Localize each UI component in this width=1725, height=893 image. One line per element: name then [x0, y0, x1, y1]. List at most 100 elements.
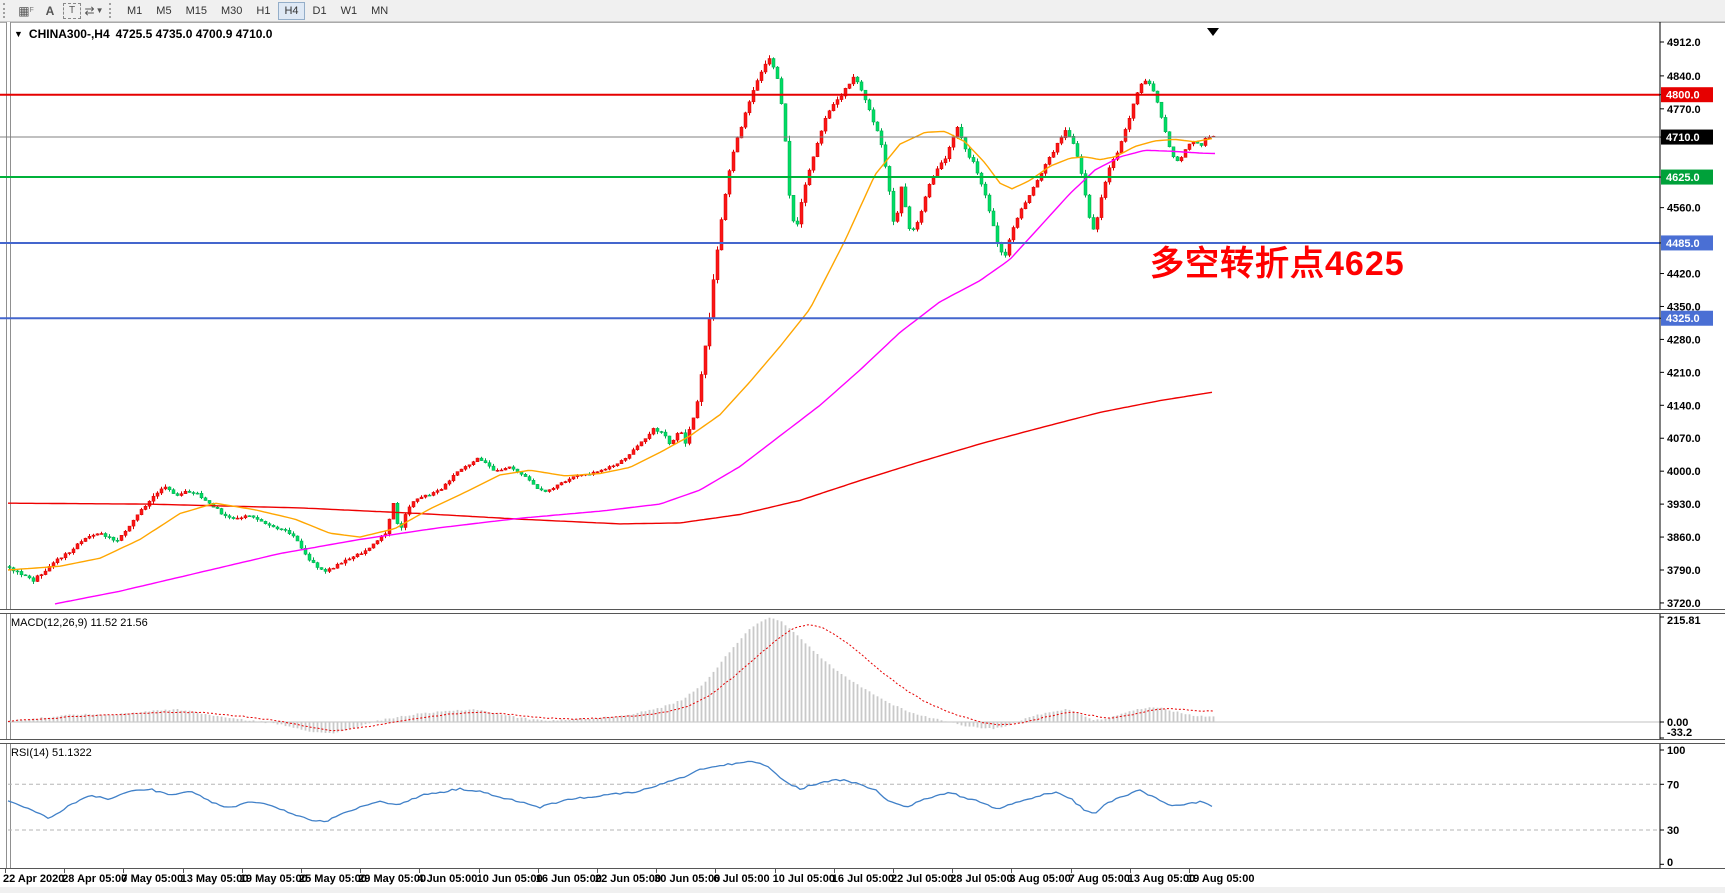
- grid-properties-icon[interactable]: ▦ F: [18, 3, 34, 18]
- chart-shift-marker-icon[interactable]: [1207, 28, 1219, 36]
- main-price-pane[interactable]: 4912.0 4840.0 4800.0 4770.0 4710.0 4625.0 4560…: [0, 22, 1725, 610]
- time-label: 13 Aug 05:00: [1127, 873, 1196, 885]
- price-label: 4420.0: [1667, 269, 1701, 281]
- annotation-text: 多空转折点4625: [1150, 245, 1405, 283]
- text-label-icon[interactable]: T: [63, 2, 81, 19]
- time-label: 16 Jul 05:00: [831, 873, 895, 885]
- timeframe-w1-button[interactable]: W1: [340, 4, 358, 17]
- timeframe-m15-button[interactable]: M15: [185, 4, 207, 17]
- horizontal-levels: [0, 93, 1660, 320]
- dropdown-caret-icon[interactable]: ▼: [95, 6, 104, 15]
- time-label: 28 Apr 05:00: [62, 873, 128, 885]
- pane-splitter-2[interactable]: [0, 739, 1725, 744]
- price-label: 4625.0: [1666, 172, 1700, 184]
- time-tick: [656, 869, 658, 873]
- time-label: 25 May 05:00: [299, 873, 367, 885]
- time-tick: [64, 869, 66, 873]
- time-tick: [301, 869, 302, 873]
- time-label: 22 Apr 2020: [3, 873, 65, 885]
- time-tick: [833, 869, 835, 873]
- pane-splitter[interactable]: [0, 609, 1725, 614]
- time-label: 6 Jul 05:00: [713, 873, 770, 885]
- time-label: 30 Jun 05:00: [654, 873, 721, 885]
- chart-window: [0, 22, 1725, 893]
- symbol-header: ▼ CHINA300-,H4 4725.5 4735.0 4700.9 4710…: [14, 27, 272, 41]
- toolbar-grip-2[interactable]: [109, 3, 115, 18]
- timeframe-m1-button[interactable]: M1: [127, 4, 143, 17]
- time-label: 7 May 05:00: [121, 873, 184, 885]
- price-label: 3720.0: [1667, 598, 1701, 610]
- price-badge-4625.0: [1661, 169, 1713, 185]
- macd-axis[interactable]: 215.81 0.00-33.2: [1659, 614, 1701, 740]
- macd-signal-line: [7, 624, 1214, 732]
- time-label: 3 Aug 05:00: [1009, 873, 1071, 885]
- macd-pane[interactable]: 215.81 0.00-33.2: [0, 614, 1725, 740]
- timeframe-m30-button[interactable]: M30: [220, 4, 243, 17]
- time-label: 22 Jun 05:00: [595, 873, 662, 885]
- price-label: 3930.0: [1667, 499, 1701, 511]
- time-axis[interactable]: 22 Apr 2020 28 Apr 05:00 7 May 05:00 13 May…: [0, 868, 1725, 887]
- price-label: 4325.0: [1666, 313, 1700, 325]
- time-tick: [241, 869, 243, 873]
- candlesticks: [7, 55, 1216, 584]
- timeframe-h4-button[interactable]: H4: [278, 1, 305, 20]
- price-label: 4710.0: [1666, 132, 1700, 144]
- time-tick: [419, 869, 421, 873]
- time-label: 28 Jul 05:00: [950, 873, 1013, 885]
- timeframe-mn-button[interactable]: MN: [371, 4, 389, 17]
- time-tick: [360, 869, 362, 873]
- timeframe-d1-button[interactable]: D1: [312, 4, 327, 17]
- ma-fast-orange-line: [7, 130, 1213, 571]
- time-tick: [597, 869, 598, 873]
- time-label: 13 May 05:00: [180, 873, 249, 885]
- timeframe-h1-button[interactable]: H1: [256, 4, 271, 17]
- time-tick: [1070, 869, 1072, 873]
- price-badge-4800.0: [1661, 87, 1713, 103]
- rsi-line: [7, 760, 1213, 823]
- price-label: 4210.0: [1667, 367, 1701, 379]
- price-label: 3860.0: [1667, 532, 1701, 544]
- rsi-label: RSI(14) 51.1322: [11, 747, 92, 759]
- time-label: 19 May 05:00: [239, 873, 308, 885]
- macd-axis-label: -33.2: [1667, 727, 1692, 739]
- font-a-icon[interactable]: A: [45, 3, 55, 18]
- rsi-pane[interactable]: 100 70 30 0: [0, 744, 1725, 868]
- price-label: 4840.0: [1667, 71, 1701, 83]
- price-label: 3790.0: [1667, 565, 1701, 577]
- rsi-axis-label: 30: [1667, 825, 1679, 837]
- time-label: 19 Aug 05:00: [1187, 873, 1255, 885]
- rsi-axis-label: 70: [1667, 779, 1679, 791]
- price-axis[interactable]: 4912.0 4840.0 4800.0 4770.0 4710.0 4625.0 4560…: [1659, 22, 1713, 610]
- symbol-ohlc: 4725.5 4735.0 4700.9 4710.0: [115, 27, 273, 41]
- macd-axis-label: 0.00: [1667, 717, 1688, 729]
- time-tick: [893, 869, 894, 873]
- time-label: 4 Jun 05:00: [417, 873, 478, 885]
- price-label: 4560.0: [1667, 203, 1701, 215]
- time-label: 10 Jun 05:00: [476, 873, 543, 885]
- price-label: 4280.0: [1667, 334, 1701, 346]
- time-label: 7 Aug 05:00: [1068, 873, 1130, 885]
- time-tick: [952, 869, 954, 873]
- toolbar-grip[interactable]: [3, 3, 9, 18]
- symbol-dropdown-icon[interactable]: ▼: [14, 29, 23, 39]
- time-tick: [182, 869, 184, 873]
- time-label: 10 Jul 05:00: [772, 873, 835, 885]
- macd-label: MACD(12,26,9) 11.52 21.56: [11, 617, 148, 629]
- symbol-name: CHINA300-,H4: [28, 27, 110, 41]
- time-label: 29 May 05:00: [358, 873, 427, 885]
- price-badge-4710.0: [1661, 129, 1713, 145]
- price-label: 4350.0: [1667, 301, 1701, 313]
- rsi-axis[interactable]: 100 70 30 0: [1659, 744, 1685, 868]
- time-tick: [715, 869, 717, 873]
- chart-left-border: [6, 22, 11, 886]
- price-label: 4140.0: [1667, 400, 1701, 412]
- price-badge-4485.0: [1661, 235, 1713, 251]
- color-swap-icon[interactable]: ⇄ ▼: [84, 3, 104, 18]
- price-label: 4485.0: [1666, 238, 1700, 250]
- timeframe-m5-button[interactable]: M5: [156, 4, 172, 17]
- macd-axis-label: 215.81: [1667, 615, 1701, 627]
- time-tick: [1129, 869, 1131, 873]
- time-tick: [537, 869, 539, 873]
- ma-mid-magenta-line: [54, 149, 1216, 605]
- price-badge-4325.0: [1661, 310, 1713, 326]
